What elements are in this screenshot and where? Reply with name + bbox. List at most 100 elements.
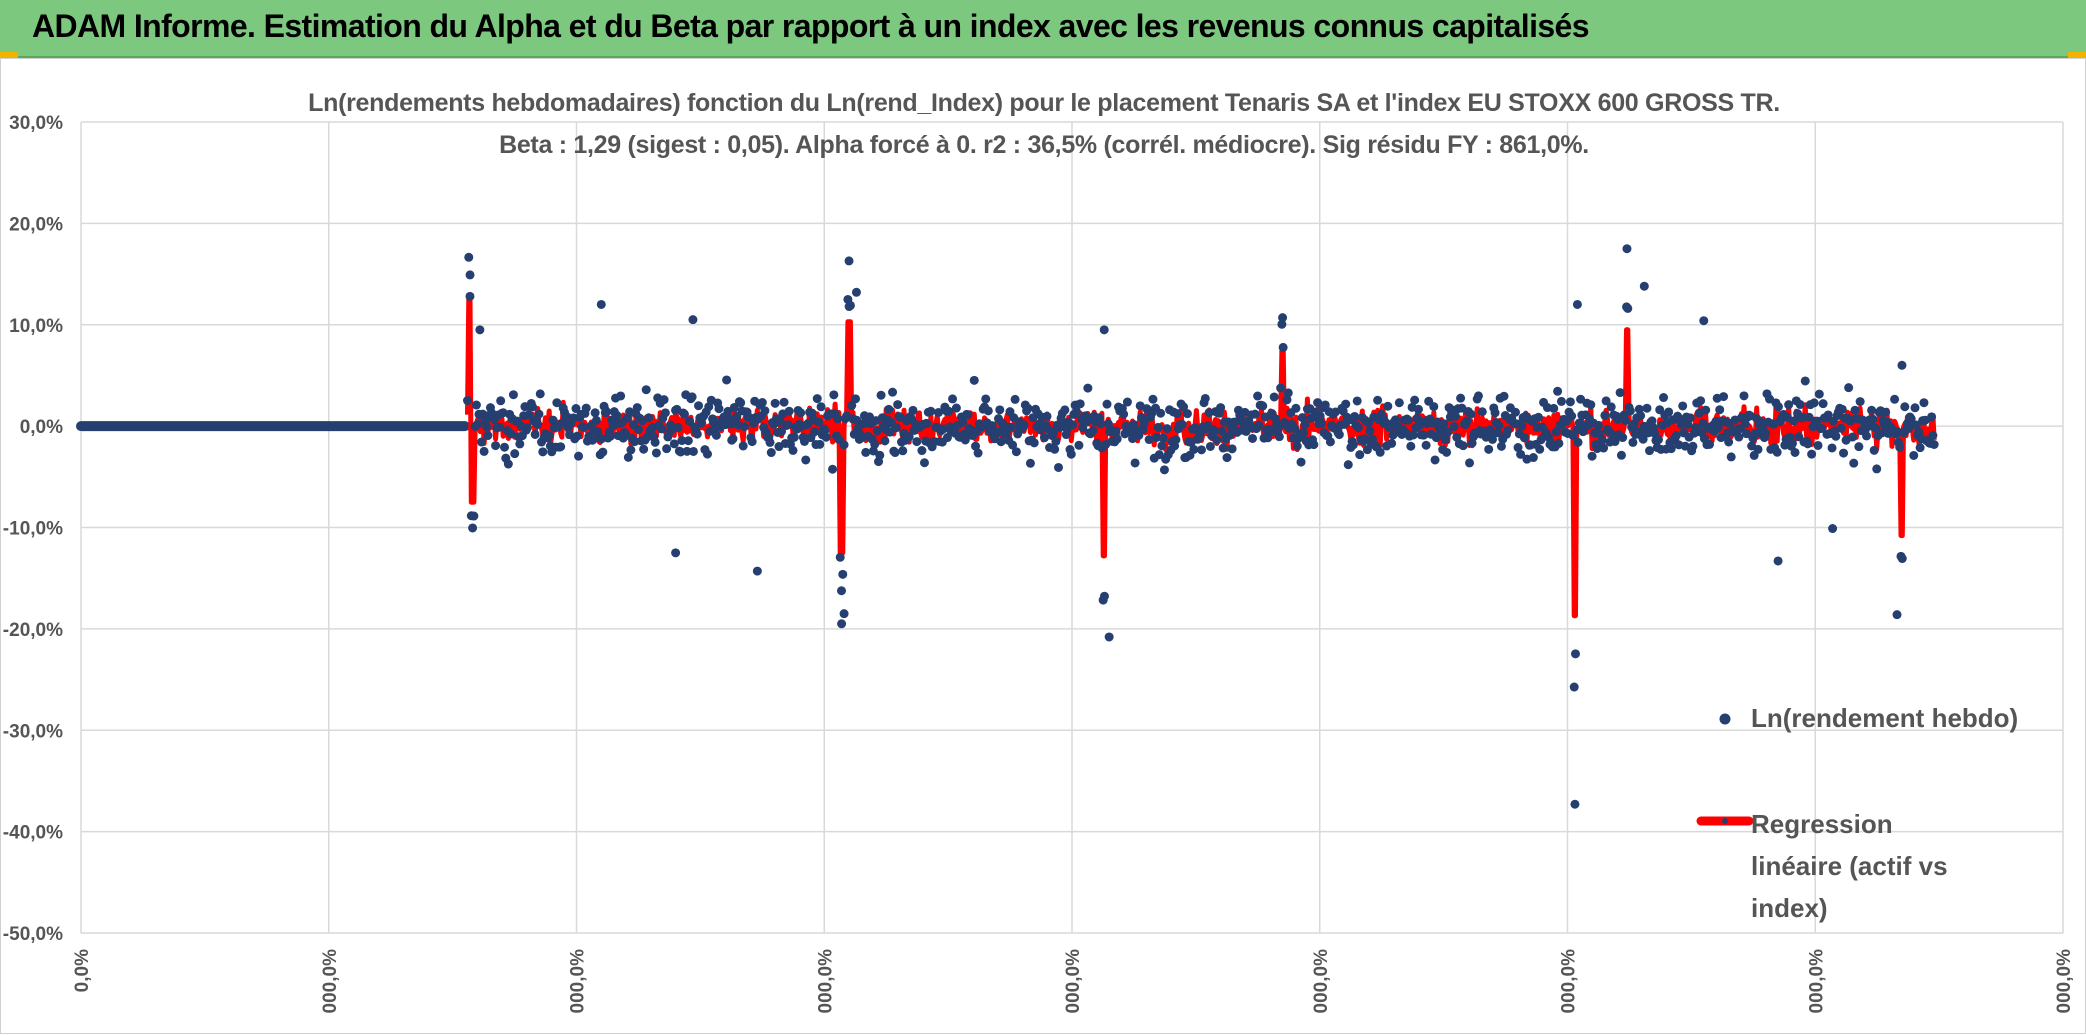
data-point — [598, 447, 608, 457]
data-point — [1111, 426, 1121, 436]
data-point — [506, 429, 516, 439]
data-point — [1831, 431, 1841, 441]
data-point — [845, 300, 855, 310]
data-point — [757, 398, 767, 408]
data-point — [1807, 449, 1817, 459]
data-point-notable — [1639, 281, 1649, 291]
data-point — [963, 410, 973, 420]
data-point — [1854, 442, 1864, 452]
data-point — [1869, 445, 1879, 455]
data-point — [1083, 383, 1093, 393]
data-point — [1586, 400, 1596, 410]
x-tick-label: 000,0% — [1063, 949, 1084, 1014]
data-point — [1276, 383, 1286, 393]
data-point — [1900, 402, 1910, 412]
data-point — [1701, 405, 1711, 415]
data-point — [1535, 444, 1545, 454]
data-point — [462, 396, 472, 406]
data-point — [1803, 439, 1813, 449]
y-tick-label: -50,0% — [3, 924, 63, 945]
data-point — [784, 406, 794, 416]
data-point-notable — [1699, 316, 1709, 326]
data-point — [1430, 455, 1440, 465]
data-point — [530, 429, 540, 439]
data-point — [651, 448, 661, 458]
data-point — [1909, 450, 1919, 460]
data-point — [522, 423, 532, 433]
data-point — [1157, 441, 1167, 451]
chart-plot: 30,0% 20,0% 10,0% 0,0% -10,0% -20,0% -30,0% -40… — [3, 113, 2075, 1014]
legend-marker-returns — [1719, 713, 1731, 725]
data-point — [571, 404, 581, 414]
data-point — [1653, 435, 1663, 445]
data-point — [971, 441, 981, 451]
data-point — [1353, 423, 1363, 433]
data-point-notable — [671, 548, 681, 558]
legend-label-regression: Regression linéaire (actif vs index) — [1751, 809, 1948, 923]
data-point — [694, 401, 704, 411]
data-point — [1421, 440, 1431, 450]
data-point — [590, 408, 600, 418]
x-tick-label: 000,0% — [320, 949, 341, 1014]
data-point — [1465, 458, 1475, 468]
data-point — [1348, 440, 1358, 450]
data-point — [483, 431, 493, 441]
data-point — [1620, 415, 1630, 425]
data-point — [829, 390, 839, 400]
data-point — [1870, 423, 1880, 433]
data-point — [1798, 413, 1808, 423]
data-point — [1019, 420, 1029, 430]
data-point — [1410, 395, 1420, 405]
data-point — [1666, 444, 1676, 454]
data-point — [1849, 458, 1859, 468]
data-point — [777, 427, 787, 437]
data-point — [1872, 464, 1882, 474]
data-point — [1484, 444, 1494, 454]
data-point — [1490, 408, 1500, 418]
data-point — [465, 270, 475, 280]
legend-marker-regression-dot — [1722, 818, 1728, 824]
data-point — [1365, 426, 1375, 436]
data-point — [1156, 408, 1166, 418]
data-point — [893, 400, 903, 410]
data-point — [1812, 416, 1822, 426]
data-point — [821, 432, 831, 442]
data-point — [709, 418, 719, 428]
data-point — [1325, 437, 1335, 447]
data-point — [482, 422, 492, 432]
data-point — [1696, 396, 1706, 406]
x-tick-label: 0,0% — [72, 949, 93, 992]
data-point — [1628, 437, 1638, 447]
regression-line — [465, 293, 1937, 619]
data-point — [548, 415, 558, 425]
data-point-notable — [465, 291, 475, 301]
data-point — [1513, 443, 1523, 453]
data-point — [1565, 397, 1575, 407]
data-point — [820, 426, 830, 436]
data-point — [508, 390, 518, 400]
data-point — [1462, 416, 1472, 426]
data-point — [1650, 428, 1660, 438]
data-point — [833, 414, 843, 424]
data-point — [1616, 450, 1626, 460]
data-point — [1068, 420, 1078, 430]
data-point — [1567, 411, 1577, 421]
data-point-notable — [752, 566, 762, 576]
data-point — [1496, 441, 1506, 451]
data-point — [1177, 420, 1187, 430]
data-point — [779, 397, 789, 407]
data-point — [1915, 443, 1925, 453]
data-point — [1809, 398, 1819, 408]
data-point — [996, 437, 1006, 447]
data-point — [1218, 443, 1228, 453]
data-point — [1837, 404, 1847, 414]
data-point — [1618, 433, 1628, 443]
data-point — [1494, 421, 1504, 431]
data-point — [960, 435, 970, 445]
data-point — [1659, 393, 1669, 403]
data-point — [1499, 391, 1509, 401]
data-point — [702, 449, 712, 459]
data-point — [1458, 441, 1468, 451]
data-point — [944, 406, 954, 416]
data-point — [644, 413, 654, 423]
